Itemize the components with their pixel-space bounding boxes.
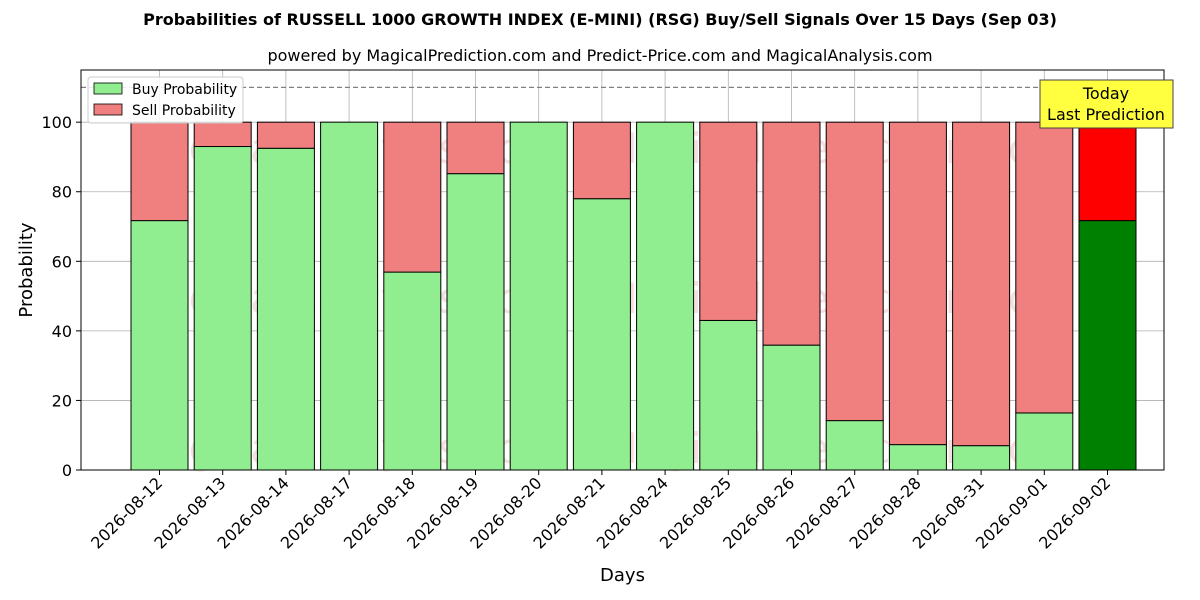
bar-sell bbox=[952, 121, 1011, 447]
legend-label: Buy Probability bbox=[132, 82, 237, 98]
bar-buy bbox=[636, 121, 695, 471]
y-tick-label: 20 bbox=[52, 391, 72, 410]
bar-buy bbox=[256, 147, 315, 471]
bar-sell bbox=[1078, 121, 1137, 222]
legend-label: Sell Probability bbox=[132, 103, 236, 119]
y-tick-label: 60 bbox=[52, 252, 72, 271]
bar-sell bbox=[193, 121, 252, 148]
bar-buy bbox=[1015, 412, 1074, 471]
chart-subtitle: powered by MagicalPrediction.com and Pre… bbox=[267, 46, 933, 65]
bar-buy bbox=[572, 198, 631, 471]
bar-buy bbox=[952, 445, 1011, 471]
y-tick-label: 100 bbox=[41, 113, 72, 132]
bar-sell bbox=[446, 121, 505, 175]
bar-buy bbox=[320, 121, 379, 471]
y-tick-label: 80 bbox=[52, 183, 72, 202]
annotation-text: Today bbox=[1082, 84, 1129, 103]
bar-buy bbox=[1078, 220, 1137, 471]
legend-swatch bbox=[93, 82, 123, 95]
y-tick-label: 0 bbox=[62, 461, 72, 480]
bar-buy bbox=[446, 173, 505, 471]
today-annotation: Today Last Prediction bbox=[1039, 79, 1174, 129]
bar-sell bbox=[825, 121, 884, 422]
bar-buy bbox=[383, 271, 442, 471]
bar-buy bbox=[699, 319, 758, 471]
bar-buy bbox=[193, 146, 252, 471]
bar-buy bbox=[888, 444, 947, 471]
legend-swatch bbox=[93, 103, 123, 116]
axes-frame bbox=[80, 69, 1165, 471]
legend: Buy Probability Sell Probability bbox=[87, 76, 244, 124]
bar-buy bbox=[825, 420, 884, 471]
bar-sell bbox=[762, 121, 821, 346]
bar-sell bbox=[130, 121, 189, 222]
bar-sell bbox=[699, 121, 758, 321]
bar-sell bbox=[1015, 121, 1074, 414]
bar-buy bbox=[762, 344, 821, 471]
bar-sell bbox=[572, 121, 631, 200]
bar-buy bbox=[509, 121, 568, 471]
y-axis-label: Probability bbox=[16, 222, 37, 317]
annotation-text: Last Prediction bbox=[1047, 105, 1165, 124]
bar-sell bbox=[888, 121, 947, 446]
x-axis-label: Days bbox=[600, 565, 645, 586]
y-tick-label: 40 bbox=[52, 322, 72, 341]
legend-box bbox=[87, 76, 244, 124]
annotation-box bbox=[1039, 79, 1174, 129]
bar-sell bbox=[256, 121, 315, 149]
bar-buy bbox=[130, 220, 189, 471]
bar-sell bbox=[383, 121, 442, 273]
chart-title: Probabilities of RUSSELL 1000 GROWTH IND… bbox=[143, 10, 1057, 29]
